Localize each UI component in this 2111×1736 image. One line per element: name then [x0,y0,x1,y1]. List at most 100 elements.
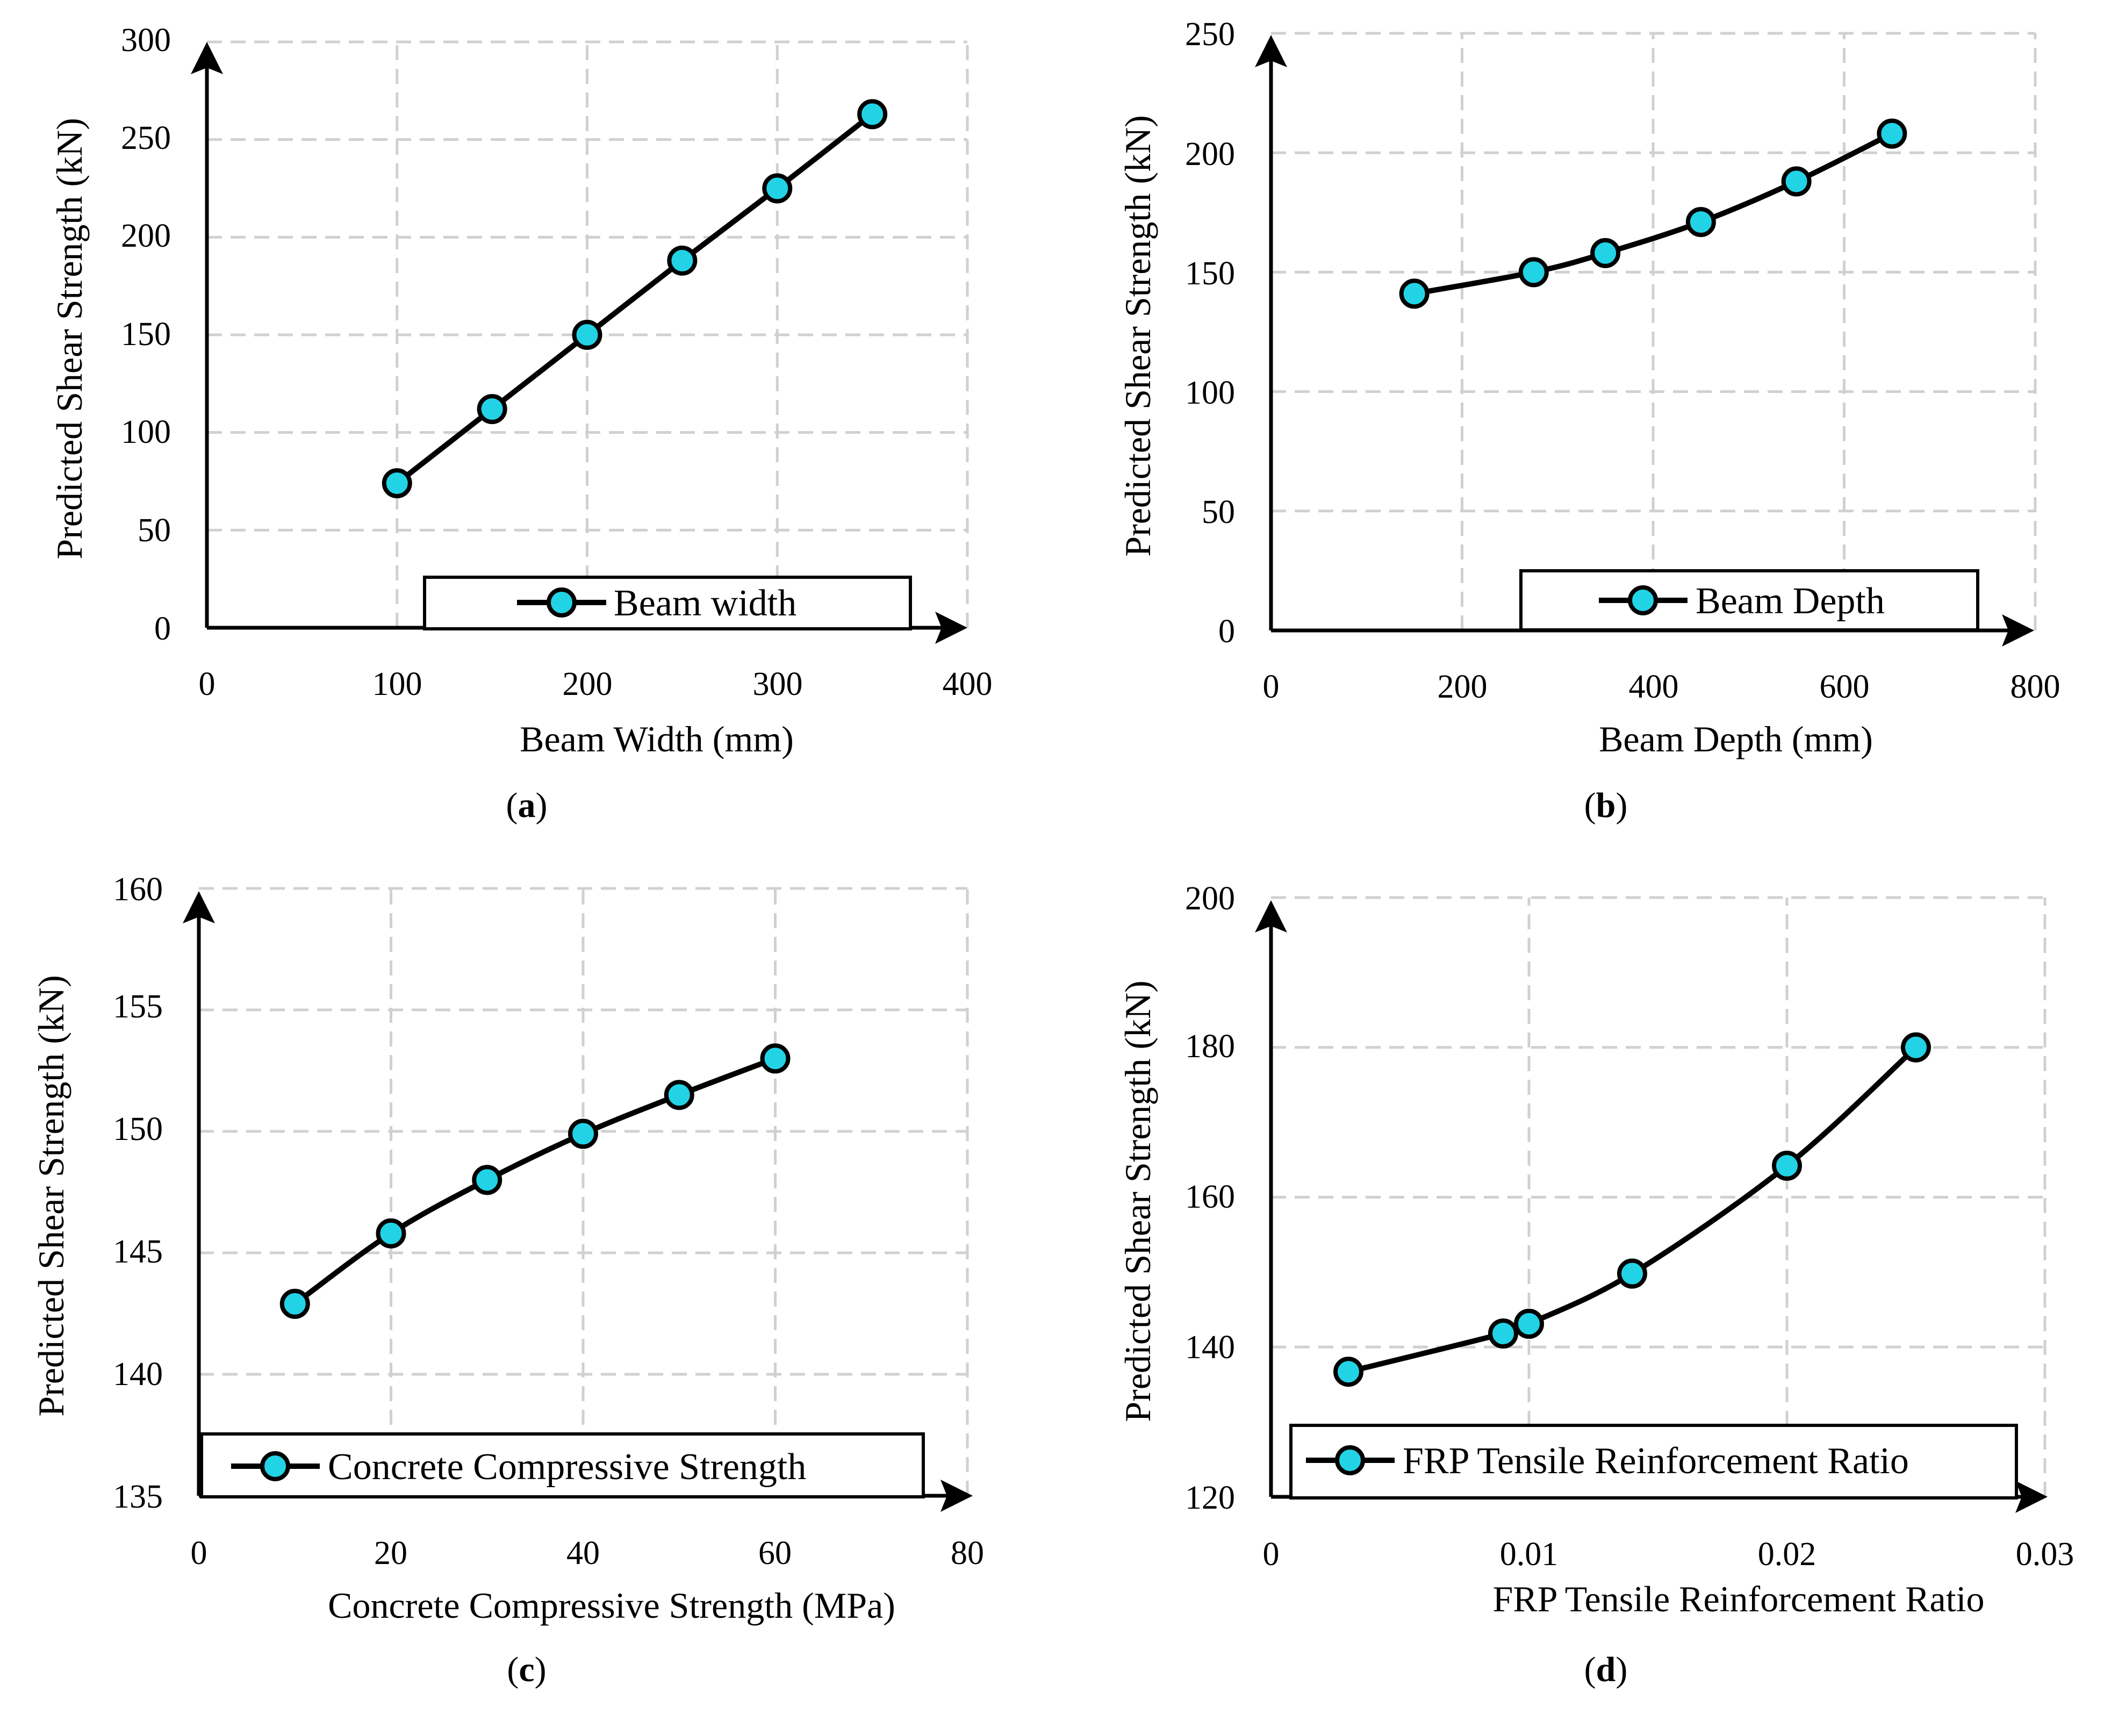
legend-label: FRP Tensile Reinforcement Ratio [1403,1440,1909,1482]
y-tick-label: 160 [113,871,163,908]
data-point-marker [667,245,698,276]
x-tick-label: 0 [1263,1536,1280,1573]
panel-b-x-axis-title: Beam Depth (mm) [1599,719,1873,759]
x-tick-label: 300 [753,666,803,702]
x-tick-label: 40 [566,1535,600,1572]
panel-a-y-tick-labels: 0 50 100 150 200 250 300 [121,22,171,647]
x-tick-label: 400 [1629,669,1679,705]
y-tick-label: 300 [121,22,171,59]
data-point-marker [1518,257,1549,288]
panel-b-y-tick-labels: 0 50 100 150 200 250 [1185,16,1235,650]
x-tick-label: 200 [563,666,613,702]
x-tick-label: 800 [2011,669,2060,705]
y-tick-label: 100 [1185,375,1235,411]
panel-b-y-axis-title: Predicted Shear Strength (kN) [1117,115,1158,556]
y-tick-label: 180 [1185,1028,1235,1065]
x-tick-label: 200 [1438,669,1488,705]
y-tick-label: 135 [113,1479,163,1515]
x-tick-label: 0.01 [1500,1536,1559,1573]
panel-c-y-arrow-icon [183,891,215,923]
x-tick-label: 20 [374,1535,407,1572]
data-point-marker [1488,1318,1518,1349]
panel-b-series [1399,118,1907,309]
y-tick-label: 50 [138,512,171,549]
legend-marker-icon [547,587,577,618]
series-line [1347,1045,1918,1375]
panel-b-grid [1271,32,2037,630]
y-tick-label: 155 [113,988,163,1025]
panel-d-x-tick-labels: 0 0.01 0.02 0.03 [1263,1536,2074,1573]
panel-c-x-tick-labels: 0 20 40 60 80 [191,1535,985,1572]
y-tick-label: 200 [1185,880,1235,917]
x-tick-label: 0.02 [1758,1536,1816,1573]
data-point-marker [1877,118,1907,149]
data-point-marker [1772,1150,1802,1181]
panel-a-y-arrow-icon [191,42,223,74]
panel-d-grid [1271,896,2047,1497]
panel-a-label: (a) [506,786,548,825]
legend-marker-icon [1628,585,1658,615]
panel-d: 0 0.01 0.02 0.03 120 140 160 180 200 FRP… [1117,880,2074,1689]
panel-b-label: (b) [1584,786,1628,825]
y-tick-label: 0 [1218,613,1235,650]
panel-d-label: (d) [1584,1650,1628,1689]
data-point-marker [1399,278,1430,309]
y-tick-label: 160 [1185,1179,1235,1215]
legend-box [1519,569,1979,632]
data-point-marker [572,320,602,350]
panel-c-label: (c) [507,1650,546,1689]
y-tick-label: 120 [1185,1480,1235,1516]
panel-d-y-tick-labels: 120 140 160 180 200 [1185,880,1235,1516]
legend-marker-icon [1335,1445,1365,1475]
data-point-marker [279,1288,310,1319]
data-point-marker [1617,1258,1647,1289]
panel-b-x-arrow-icon [2002,614,2034,647]
data-point-marker [1685,207,1716,238]
data-point-marker [664,1080,694,1110]
panel-c-x-axis-title: Concrete Compressive Strength (MPa) [328,1585,895,1626]
panel-c-series [279,1043,791,1319]
panel-d-y-arrow-icon [1255,900,1287,932]
y-tick-label: 0 [154,611,171,647]
y-tick-label: 150 [1185,255,1235,292]
y-tick-label: 150 [121,316,171,353]
panel-d-series [1333,1032,1931,1387]
data-point-marker [472,1165,502,1195]
panel-a-legend: Beam width [423,576,912,630]
data-point-marker [1901,1032,1931,1063]
panel-d-y-axis-title: Predicted Shear Strength (kN) [1117,980,1158,1422]
panel-b-x-tick-labels: 0 200 400 600 800 [1263,669,2060,705]
y-tick-label: 140 [1185,1329,1235,1366]
panel-c-grid [199,887,969,1496]
y-tick-label: 145 [113,1233,163,1270]
legend-box [1289,1424,2018,1500]
y-tick-label: 140 [113,1356,163,1393]
legend-box [423,576,912,630]
data-point-marker [477,394,507,425]
data-point-marker [1781,166,1812,197]
data-point-marker [760,1043,791,1074]
legend-label: Concrete Compressive Strength [328,1446,806,1488]
x-tick-label: 600 [1820,669,1870,705]
panel-a-x-arrow-icon [935,612,967,644]
panel-c: 0 20 40 60 80 135 140 145 150 155 160 Co… [31,871,984,1689]
legend-marker-icon [260,1451,290,1481]
data-point-marker [857,99,888,130]
panel-d-x-axis-title: FRP Tensile Reinforcement Ratio [1492,1579,1984,1619]
panel-a-y-axis-title: Predicted Shear Strength (kN) [49,118,90,559]
data-point-marker [1333,1357,1363,1387]
data-point-marker [376,1218,406,1249]
panel-c-x-arrow-icon [940,1480,973,1512]
panel-b-y-arrow-icon [1255,35,1287,67]
y-tick-label: 250 [121,120,171,156]
legend-box [200,1432,925,1498]
y-tick-label: 250 [1185,16,1235,53]
y-tick-label: 100 [121,414,171,450]
x-tick-label: 100 [372,666,422,702]
x-tick-label: 0 [191,1535,207,1572]
series-line [293,1056,777,1306]
x-tick-label: 0 [199,666,216,702]
panel-c-y-axis-title: Predicted Shear Strength (kN) [31,975,71,1416]
panel-c-y-tick-labels: 135 140 145 150 155 160 [113,871,163,1515]
legend-label: Beam width [614,583,796,624]
